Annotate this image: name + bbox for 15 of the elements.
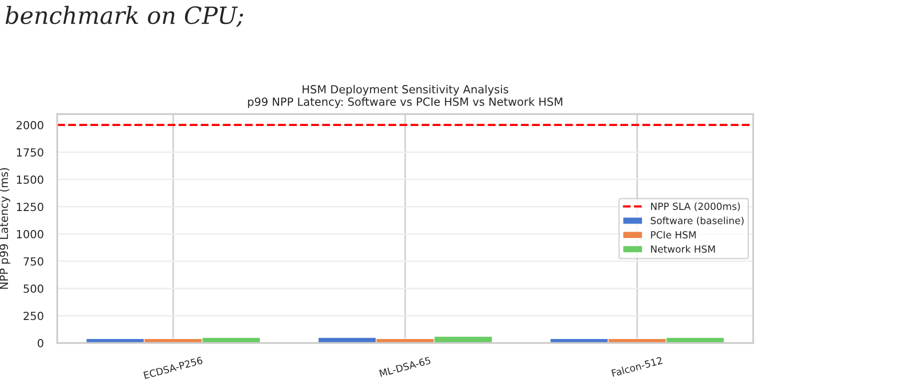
legend-label: NPP SLA (2000ms) (651, 202, 740, 212)
text: benchmark on CPU; (6, 6, 244, 28)
y-tick-label: 250 (24, 312, 44, 320)
y-tick-label: 750 (24, 257, 44, 266)
y-tick-label: 1000 (16, 230, 44, 238)
legend-label: PCIe HSM (651, 231, 696, 238)
y-tick-label: 1500 (16, 175, 44, 184)
y-tick-label: 500 (24, 284, 44, 293)
y-tick-label: 0 (38, 338, 44, 348)
legend-label: Network HSM (651, 245, 715, 253)
y-tick-label: 1250 (16, 202, 44, 212)
y-tick-label: 2000 (16, 120, 44, 130)
chart-title: HSM Deployment Sensitivity Analysis p99 NPP Latency: Software vs PCIe HSM vs Network HSM (248, 84, 562, 108)
y-tick-label: 1750 (16, 148, 44, 157)
legend-label: Software (baseline) (650, 216, 744, 226)
